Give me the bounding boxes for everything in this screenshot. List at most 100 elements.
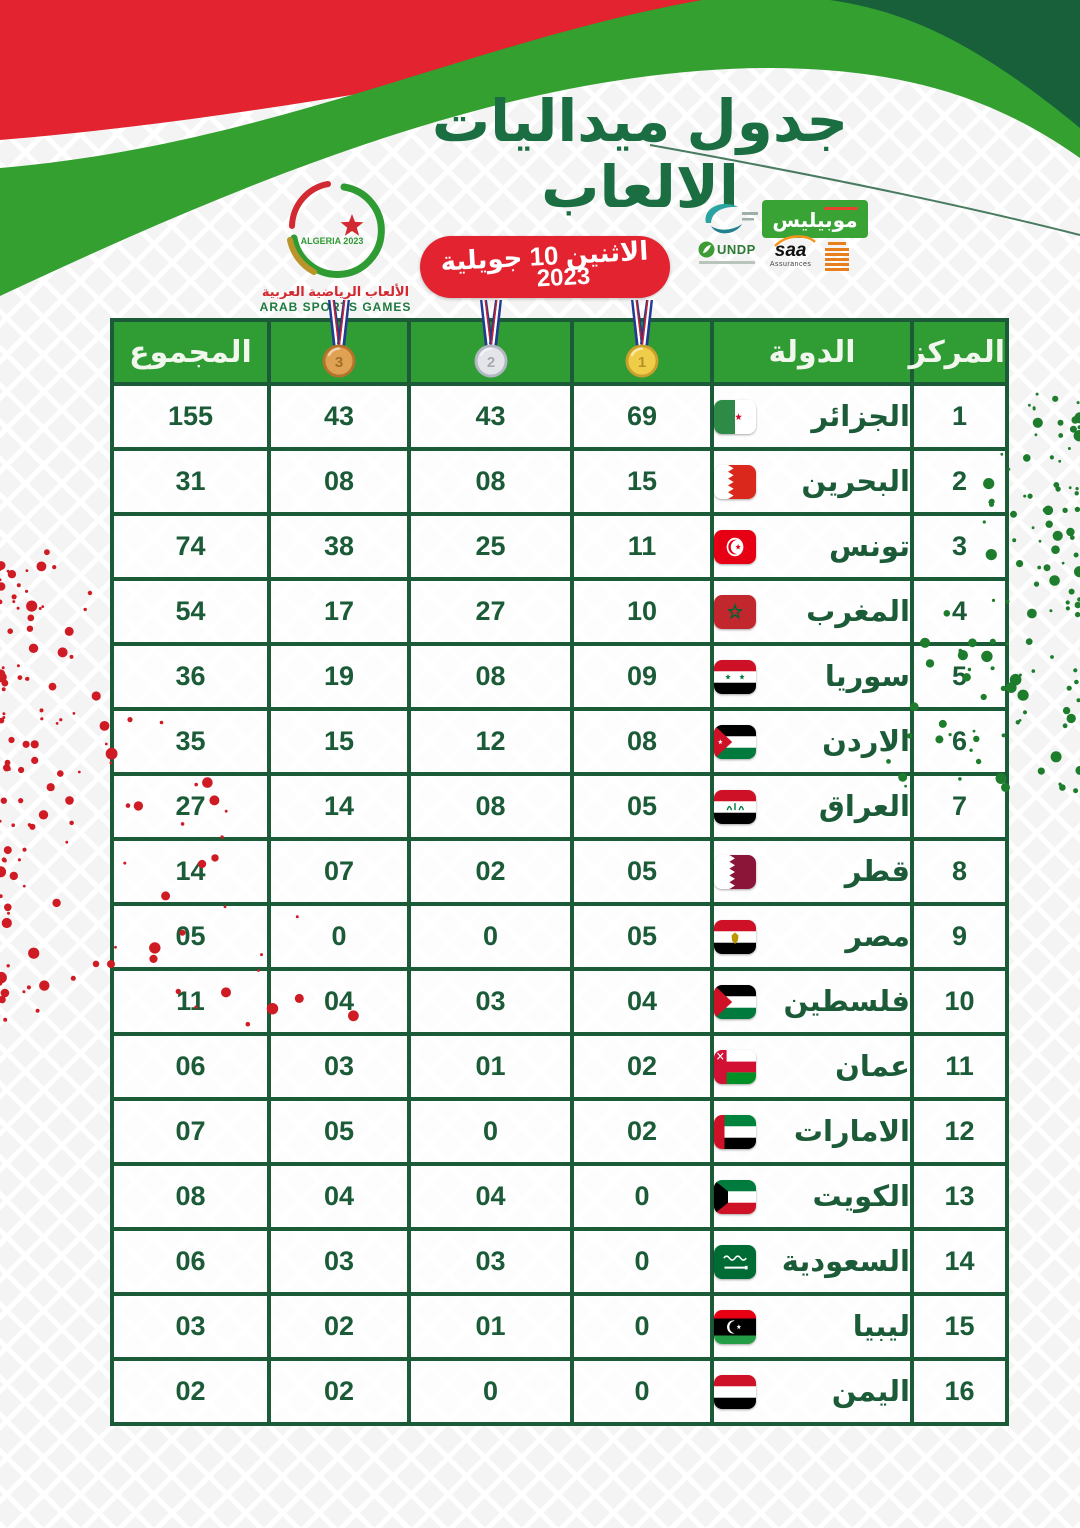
saa-logo: saa Assurances (769, 235, 816, 268)
gold-count: 02 (570, 1032, 714, 1101)
country-cell: السعودية (710, 1227, 914, 1296)
gold-count: 08 (570, 707, 714, 776)
country-name: الامارات (793, 1116, 910, 1148)
page-title: جدول ميداليات الالعاب (360, 91, 920, 220)
gold-count: 0 (570, 1227, 714, 1296)
flag-ae-icon (714, 1114, 756, 1149)
flag-tn-icon (714, 529, 756, 564)
country-cell: الاردن (710, 707, 914, 776)
rank-cell: 8 (910, 837, 1009, 906)
gold-count: 0 (570, 1357, 714, 1426)
saa-sublabel: Assurances (769, 261, 812, 268)
asg-logo-icon: ALGERIA 2023 (287, 181, 385, 278)
table-row: 6 الاردن 08 12 15 35 (110, 707, 1009, 776)
bronze-count: 08 (267, 447, 411, 516)
total-count: 02 (110, 1357, 271, 1426)
bronze-count: 02 (267, 1292, 411, 1361)
bronze-medal-icon: 3 (313, 298, 365, 384)
rank-cell: 5 (910, 642, 1009, 711)
country-name: اليمن (831, 1376, 910, 1408)
silver-count: 02 (407, 837, 574, 906)
silver-count: 08 (407, 642, 574, 711)
table-header-row: المركز الدولة 1 2 3 المجموع (110, 300, 1009, 386)
silver-count: 25 (407, 512, 574, 581)
flag-om-icon (714, 1049, 756, 1084)
country-name: المغرب (806, 596, 910, 628)
country-name: فلسطين (783, 986, 910, 1018)
flag-qa-icon (714, 854, 756, 889)
gold-count: 0 (570, 1162, 714, 1231)
total-count: 08 (110, 1162, 271, 1231)
country-cell: عمان (710, 1032, 914, 1101)
country-cell: البحرين (710, 447, 914, 516)
mobilis-label: موبيليس (772, 210, 858, 232)
rank-cell: 12 (910, 1097, 1009, 1166)
silver-medal-icon: 2 (465, 298, 517, 384)
rank-cell: 3 (910, 512, 1009, 581)
bronze-count: 03 (267, 1032, 411, 1101)
gold-count: 02 (570, 1097, 714, 1166)
gold-count: 69 (570, 382, 714, 451)
flag-ly-icon (714, 1309, 756, 1344)
title-line-2: الالعاب (541, 154, 739, 220)
country-name: البحرين (801, 466, 910, 498)
country-name: مصر (845, 921, 910, 953)
gold-count: 05 (570, 772, 714, 841)
total-count: 06 (110, 1227, 271, 1296)
total-count: 03 (110, 1292, 271, 1361)
flag-sa-icon (714, 1244, 756, 1279)
gold-count: 09 (570, 642, 714, 711)
gold-count: 10 (570, 577, 714, 646)
silver-count: 12 (407, 707, 574, 776)
orange-sponsor-logo (825, 242, 850, 272)
header-curves (0, 0, 1080, 296)
table-row: 3 تونس 11 25 38 74 (110, 512, 1009, 581)
country-name: تونس (829, 531, 910, 563)
rank-cell: 11 (910, 1032, 1009, 1101)
country-cell: المغرب (710, 577, 914, 646)
flag-ye-icon (714, 1374, 756, 1409)
table-row: 15 ليبيا 0 01 02 03 (110, 1292, 1009, 1361)
bronze-count: 07 (267, 837, 411, 906)
arab-sports-games-logo: ALGERIA 2023 الألعاب الرياضية العربية AR… (248, 178, 423, 314)
gold-count: 04 (570, 967, 714, 1036)
column-header-silver: 2 (407, 300, 574, 386)
silver-count: 27 (407, 577, 574, 646)
total-count: 155 (110, 382, 271, 451)
country-name: قطر (844, 856, 910, 888)
bronze-count: 14 (267, 772, 411, 841)
column-header-country: الدولة (710, 318, 914, 386)
total-count: 14 (110, 837, 271, 906)
mobilis-logo: موبيليس (762, 200, 868, 238)
table-row: 16 اليمن 0 0 02 02 (110, 1357, 1009, 1426)
total-count: 27 (110, 772, 271, 841)
country-name: الكويت (812, 1181, 910, 1213)
rank-cell: 7 (910, 772, 1009, 841)
total-count: 05 (110, 902, 271, 971)
country-cell: سوريا (710, 642, 914, 711)
country-name: عمان (835, 1051, 910, 1083)
total-count: 54 (110, 577, 271, 646)
table-row: 5 سوريا 09 08 19 36 (110, 642, 1009, 711)
silver-count: 01 (407, 1032, 574, 1101)
silver-count: 0 (407, 902, 574, 971)
bronze-count: 02 (267, 1357, 411, 1426)
bronze-count: 19 (267, 642, 411, 711)
country-cell: العراق (710, 772, 914, 841)
country-name: الجزائر (811, 401, 910, 433)
table-row: 1 الجزائر 69 43 43 155 (110, 382, 1009, 451)
column-header-rank: المركز (909, 318, 1009, 386)
rank-cell: 9 (910, 902, 1009, 971)
svg-text:3: 3 (335, 354, 343, 371)
column-header-bronze: 3 (267, 300, 411, 386)
dark-green-corner-shape (830, 0, 1080, 128)
country-name: سوريا (824, 661, 910, 693)
silver-count: 08 (407, 447, 574, 516)
column-header-gold: 1 (570, 300, 714, 386)
rank-cell: 15 (910, 1292, 1009, 1361)
table-row: 10 فلسطين 04 03 04 11 (110, 967, 1009, 1036)
total-count: 31 (110, 447, 271, 516)
undp-logo: UNDP (698, 241, 756, 264)
flag-iq-icon (714, 789, 756, 824)
country-cell: الجزائر (710, 382, 914, 451)
